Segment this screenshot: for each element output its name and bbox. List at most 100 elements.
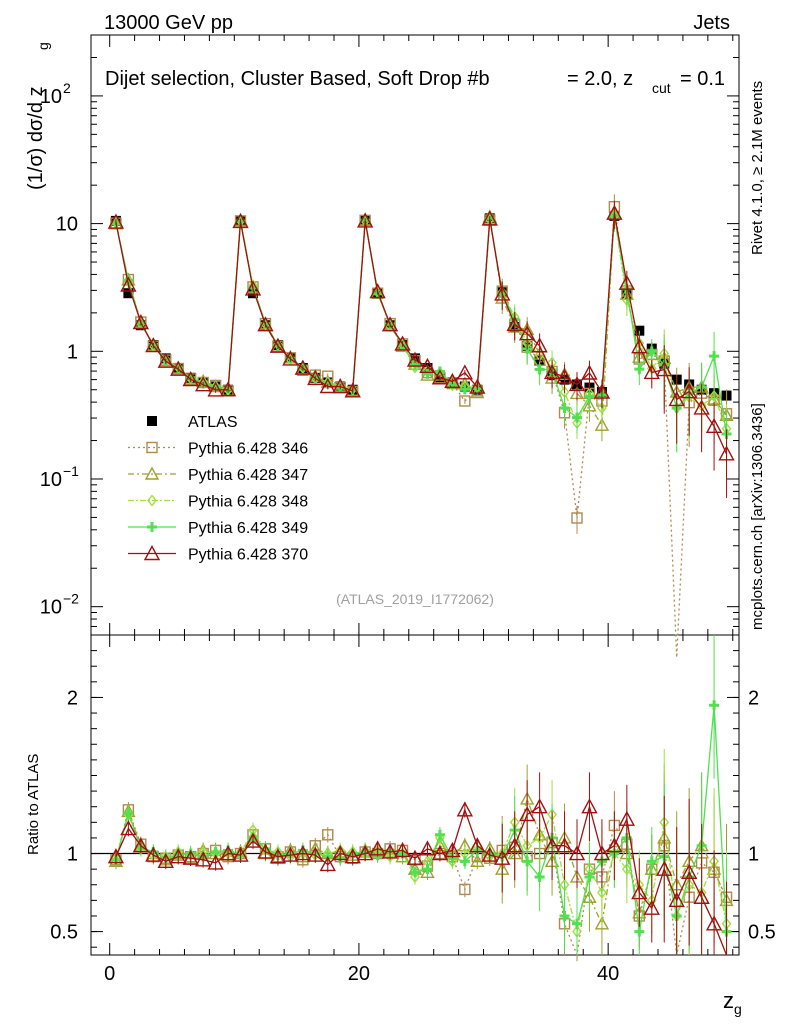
series-point — [643, 364, 660, 380]
ratio-point — [132, 837, 150, 853]
ratio-point — [170, 848, 187, 864]
series-point — [705, 417, 723, 434]
legend-marker — [144, 466, 160, 480]
ratio-point — [634, 926, 645, 937]
series-point — [207, 381, 224, 397]
series-point — [568, 375, 586, 392]
series-point — [531, 337, 548, 353]
ratio-point — [709, 700, 720, 711]
x-tick-label: 20 — [348, 963, 370, 985]
plot-title-cut: cut — [652, 80, 671, 96]
series-line-2 — [115, 213, 728, 428]
ratio-point — [232, 846, 249, 862]
legend-marker — [146, 441, 158, 454]
ratio-point — [680, 863, 698, 879]
legend-label: Pythia 6.428 347 — [188, 467, 308, 484]
series-point — [646, 346, 657, 357]
ratio-point — [522, 856, 533, 867]
x-tick-label: 40 — [597, 963, 619, 985]
ratio-point — [534, 871, 545, 882]
ratio-series-5 — [107, 772, 728, 956]
series-point — [356, 212, 374, 228]
y-tick-label: 1 — [67, 341, 78, 363]
ratio-point — [597, 886, 607, 899]
series-point — [422, 368, 433, 379]
ratio-point — [584, 871, 595, 882]
series-point — [120, 276, 137, 292]
series-point — [597, 401, 607, 415]
x-axis-label: z — [723, 988, 734, 1013]
legend-label: Pythia 6.428 349 — [188, 520, 308, 537]
ratio-point — [621, 863, 632, 876]
legend-label: Pythia 6.428 348 — [188, 494, 308, 511]
main-series-layer — [107, 194, 735, 658]
plot-title-main: Dijet selection, Cluster Based, Soft Dro… — [105, 68, 490, 90]
plot-title-zcut: = 0.1 — [680, 68, 725, 90]
y-tick-label: 10 — [40, 86, 62, 108]
legend-label: Pythia 6.428 346 — [188, 441, 308, 458]
series-point — [571, 512, 583, 524]
series-point — [232, 212, 249, 229]
series-point — [459, 384, 470, 395]
series-point — [182, 371, 199, 387]
ratio-point — [282, 846, 299, 862]
ratio-point — [568, 845, 586, 861]
y-axis-label-sub: g — [35, 42, 51, 50]
y-axis-label-ratio: Ratio to ATLAS — [25, 754, 42, 855]
series-point — [406, 351, 424, 367]
ratio-point — [646, 856, 657, 867]
ratio-point — [194, 851, 212, 867]
ratio-point — [606, 837, 623, 853]
ratio-point — [381, 843, 399, 859]
rivet-label: Rivet 4.1.0, ≥ 2.1M events — [749, 81, 766, 255]
ratio-y-tick-label: 0.5 — [50, 922, 78, 944]
y-tick-exponent: −2 — [63, 591, 79, 607]
plot-title-beta: = 2.0, z — [567, 68, 633, 90]
x-tick-label: 0 — [104, 963, 115, 985]
ratio-point — [120, 820, 137, 836]
ratio-point — [618, 810, 636, 826]
ratio-point — [420, 864, 435, 878]
series-point — [307, 369, 324, 386]
series-point — [593, 383, 611, 399]
ratio-point — [295, 849, 311, 863]
ratio-point — [344, 848, 361, 864]
legend: ATLAS Pythia 6.428 346 Pythia 6.428 347 Pyt… — [128, 414, 308, 564]
legend-marker — [143, 545, 161, 561]
ratio-point — [385, 850, 395, 863]
ratio-point — [593, 845, 611, 861]
x-axis-label-sub: g — [734, 1001, 742, 1017]
y-axis-label-main: (1/σ) dσ/d z g — [25, 42, 51, 190]
plot-title: Dijet selection, Cluster Based, Soft Dro… — [105, 68, 725, 96]
ratio-point — [531, 798, 548, 814]
ratio-point — [269, 848, 287, 864]
y-axis-label-text: (1/σ) dσ/d z — [25, 86, 47, 190]
ratio-point — [494, 849, 511, 865]
series-point — [534, 364, 545, 375]
ratio-point — [481, 846, 498, 862]
ratio-point — [506, 837, 523, 853]
series-point — [584, 391, 595, 402]
series-point — [394, 335, 411, 351]
series-point — [170, 360, 187, 376]
series-5 — [107, 200, 735, 499]
legend-marker — [147, 522, 157, 532]
series-point — [381, 316, 399, 332]
y-tick-label: 10 — [40, 469, 62, 491]
series-point — [444, 372, 461, 389]
ratio-y-tick-label: 2 — [67, 687, 78, 709]
y-tick-label: 10 — [40, 597, 62, 619]
ratio-point — [356, 845, 374, 861]
ratio-point — [294, 845, 312, 861]
series-point — [369, 283, 386, 299]
ratio-point — [145, 846, 162, 862]
ratio-point — [518, 806, 536, 822]
ratio-point — [322, 829, 334, 841]
ratio-point — [631, 884, 648, 900]
ratio-line-1 — [115, 807, 728, 958]
series-point — [631, 338, 648, 354]
legend-marker — [147, 416, 157, 426]
series-point — [157, 352, 174, 368]
ratio-point — [207, 854, 224, 870]
